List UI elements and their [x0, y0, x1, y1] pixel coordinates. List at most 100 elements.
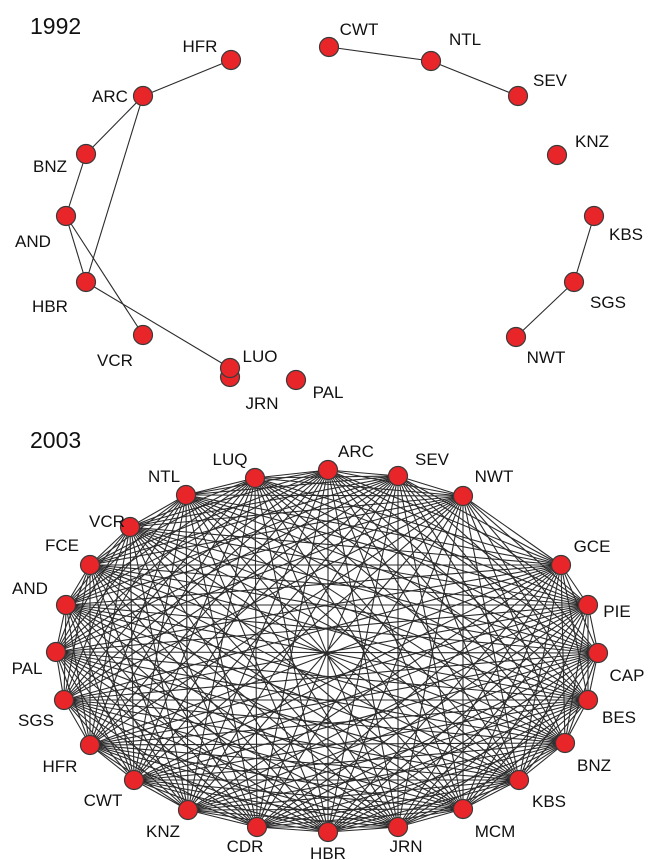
edge-knz-and [65, 604, 189, 811]
node-knz [546, 144, 568, 166]
edge-bnz-and [65, 153, 87, 217]
edge-pie-cwt [133, 604, 589, 781]
node-label-nwt: NWT [475, 467, 514, 486]
edge-arc-pie [327, 469, 589, 606]
node-luo [219, 357, 241, 379]
edge-pie-fce [89, 564, 589, 606]
edge-cwt-vcr [129, 526, 135, 781]
node-label-knz: KNZ [575, 132, 609, 151]
edge-bnz-hfr [89, 742, 566, 746]
edge-nwt-luq [254, 477, 464, 497]
edge-cap-fce [89, 564, 599, 654]
edge-and-vcr [65, 215, 144, 336]
edge-nwt-bes [462, 495, 589, 701]
edge-cwt-luq [133, 477, 256, 781]
node-nwt [505, 326, 527, 348]
edge-cwt-ntl [133, 494, 187, 781]
node-label-luo: LUO [243, 347, 278, 366]
edge-and-luq [65, 477, 256, 606]
node-bnz [75, 143, 97, 165]
edge-jrn-hfr [89, 744, 399, 828]
node-sgs [53, 689, 75, 711]
edge-bes-mcm [462, 699, 589, 810]
node-arc [132, 85, 154, 107]
edge-mcm-cwt [133, 779, 464, 810]
node-label-cwt: CWT [84, 791, 123, 810]
edge-nwt-ntl [185, 494, 464, 497]
edge-sev-fce [89, 475, 399, 566]
edge-kbs-sgs [63, 699, 520, 781]
node-label-ntl: NTL [449, 30, 481, 49]
node-label-cwt: CWT [340, 20, 379, 39]
edge-jrn-vcr [129, 526, 399, 828]
edge-jrn-ntl [185, 494, 399, 828]
edge-jrn-hbr [327, 826, 399, 833]
edge-knz-vcr [129, 526, 189, 811]
node-arc [317, 459, 339, 481]
edge-bnz-luq [254, 477, 566, 744]
edge-cap-kbs [518, 652, 599, 781]
node-label-bes: BES [602, 708, 636, 727]
edge-cwt-ntl [328, 46, 432, 62]
node-cwt [123, 769, 145, 791]
edge-group [55, 469, 599, 833]
node-label-cdr: CDR [227, 837, 264, 856]
edge-cap-and [65, 604, 599, 654]
node-label-and: AND [12, 579, 48, 598]
node-and [55, 205, 77, 227]
node-label-sev: SEV [415, 450, 450, 469]
edge-cwt-sgs [63, 699, 135, 781]
edge-nwt-jrn [397, 495, 464, 828]
node-ntl [420, 50, 442, 72]
edge-hbr-luq [254, 477, 329, 833]
edge-knz-pal [55, 651, 189, 811]
node-label-nwt: NWT [527, 348, 566, 367]
edge-knz-luq [187, 477, 256, 811]
node-pie [577, 594, 599, 616]
node-label-and: AND [15, 232, 51, 251]
edge-gce-luq [254, 477, 562, 566]
node-label-kbs: KBS [609, 225, 643, 244]
node-jrn [387, 816, 409, 838]
edge-pie-ntl [185, 494, 589, 606]
edge-knz-fce [89, 564, 189, 811]
node-label-sgs: SGS [18, 711, 54, 730]
edge-nwt-hbr [327, 495, 464, 833]
edge-cdr-knz [187, 809, 258, 828]
node-label-pal: PAL [313, 383, 344, 402]
node-label-fce: FCE [45, 536, 79, 555]
edge-sev-and [65, 475, 399, 606]
edge-kbs-luq [254, 477, 520, 781]
node-label-sev: SEV [533, 71, 568, 90]
edge-cdr-and [65, 604, 258, 828]
edge-cap-luq [254, 477, 599, 654]
edge-hbr-sgs [63, 699, 329, 833]
node-label-arc: ARC [338, 442, 374, 461]
edge-hbr-cwt [133, 779, 329, 833]
edge-jrn-pal [55, 651, 399, 828]
edge-mcm-knz [187, 808, 464, 811]
edge-nwt-cwt [133, 495, 464, 781]
node-kbs [583, 205, 605, 227]
node-knz [177, 799, 199, 821]
edge-kbs-sgs [573, 215, 595, 283]
edge-cap-hbr [327, 652, 599, 833]
edge-kbs-hfr [89, 744, 520, 781]
edge-bnz-pal [55, 651, 566, 744]
edge-sgs-nwt [515, 281, 575, 338]
edge-jrn-sgs [63, 699, 399, 828]
edge-hbr-vcr [129, 526, 329, 833]
edge-nwt-hfr [89, 495, 464, 746]
edge-pal-vcr [55, 526, 131, 653]
edge-and-hbr [65, 215, 87, 283]
node-group [45, 459, 609, 843]
edge-jrn-knz [187, 809, 399, 828]
node-label-ntl: NTL [148, 467, 180, 486]
node-label-knz: KNZ [146, 822, 180, 841]
node-sgs [563, 271, 585, 293]
node-sev [507, 85, 529, 107]
edge-mcm-hfr [89, 744, 464, 810]
edge-bes-luq [254, 477, 589, 701]
node-label-hfr: HFR [43, 757, 78, 776]
